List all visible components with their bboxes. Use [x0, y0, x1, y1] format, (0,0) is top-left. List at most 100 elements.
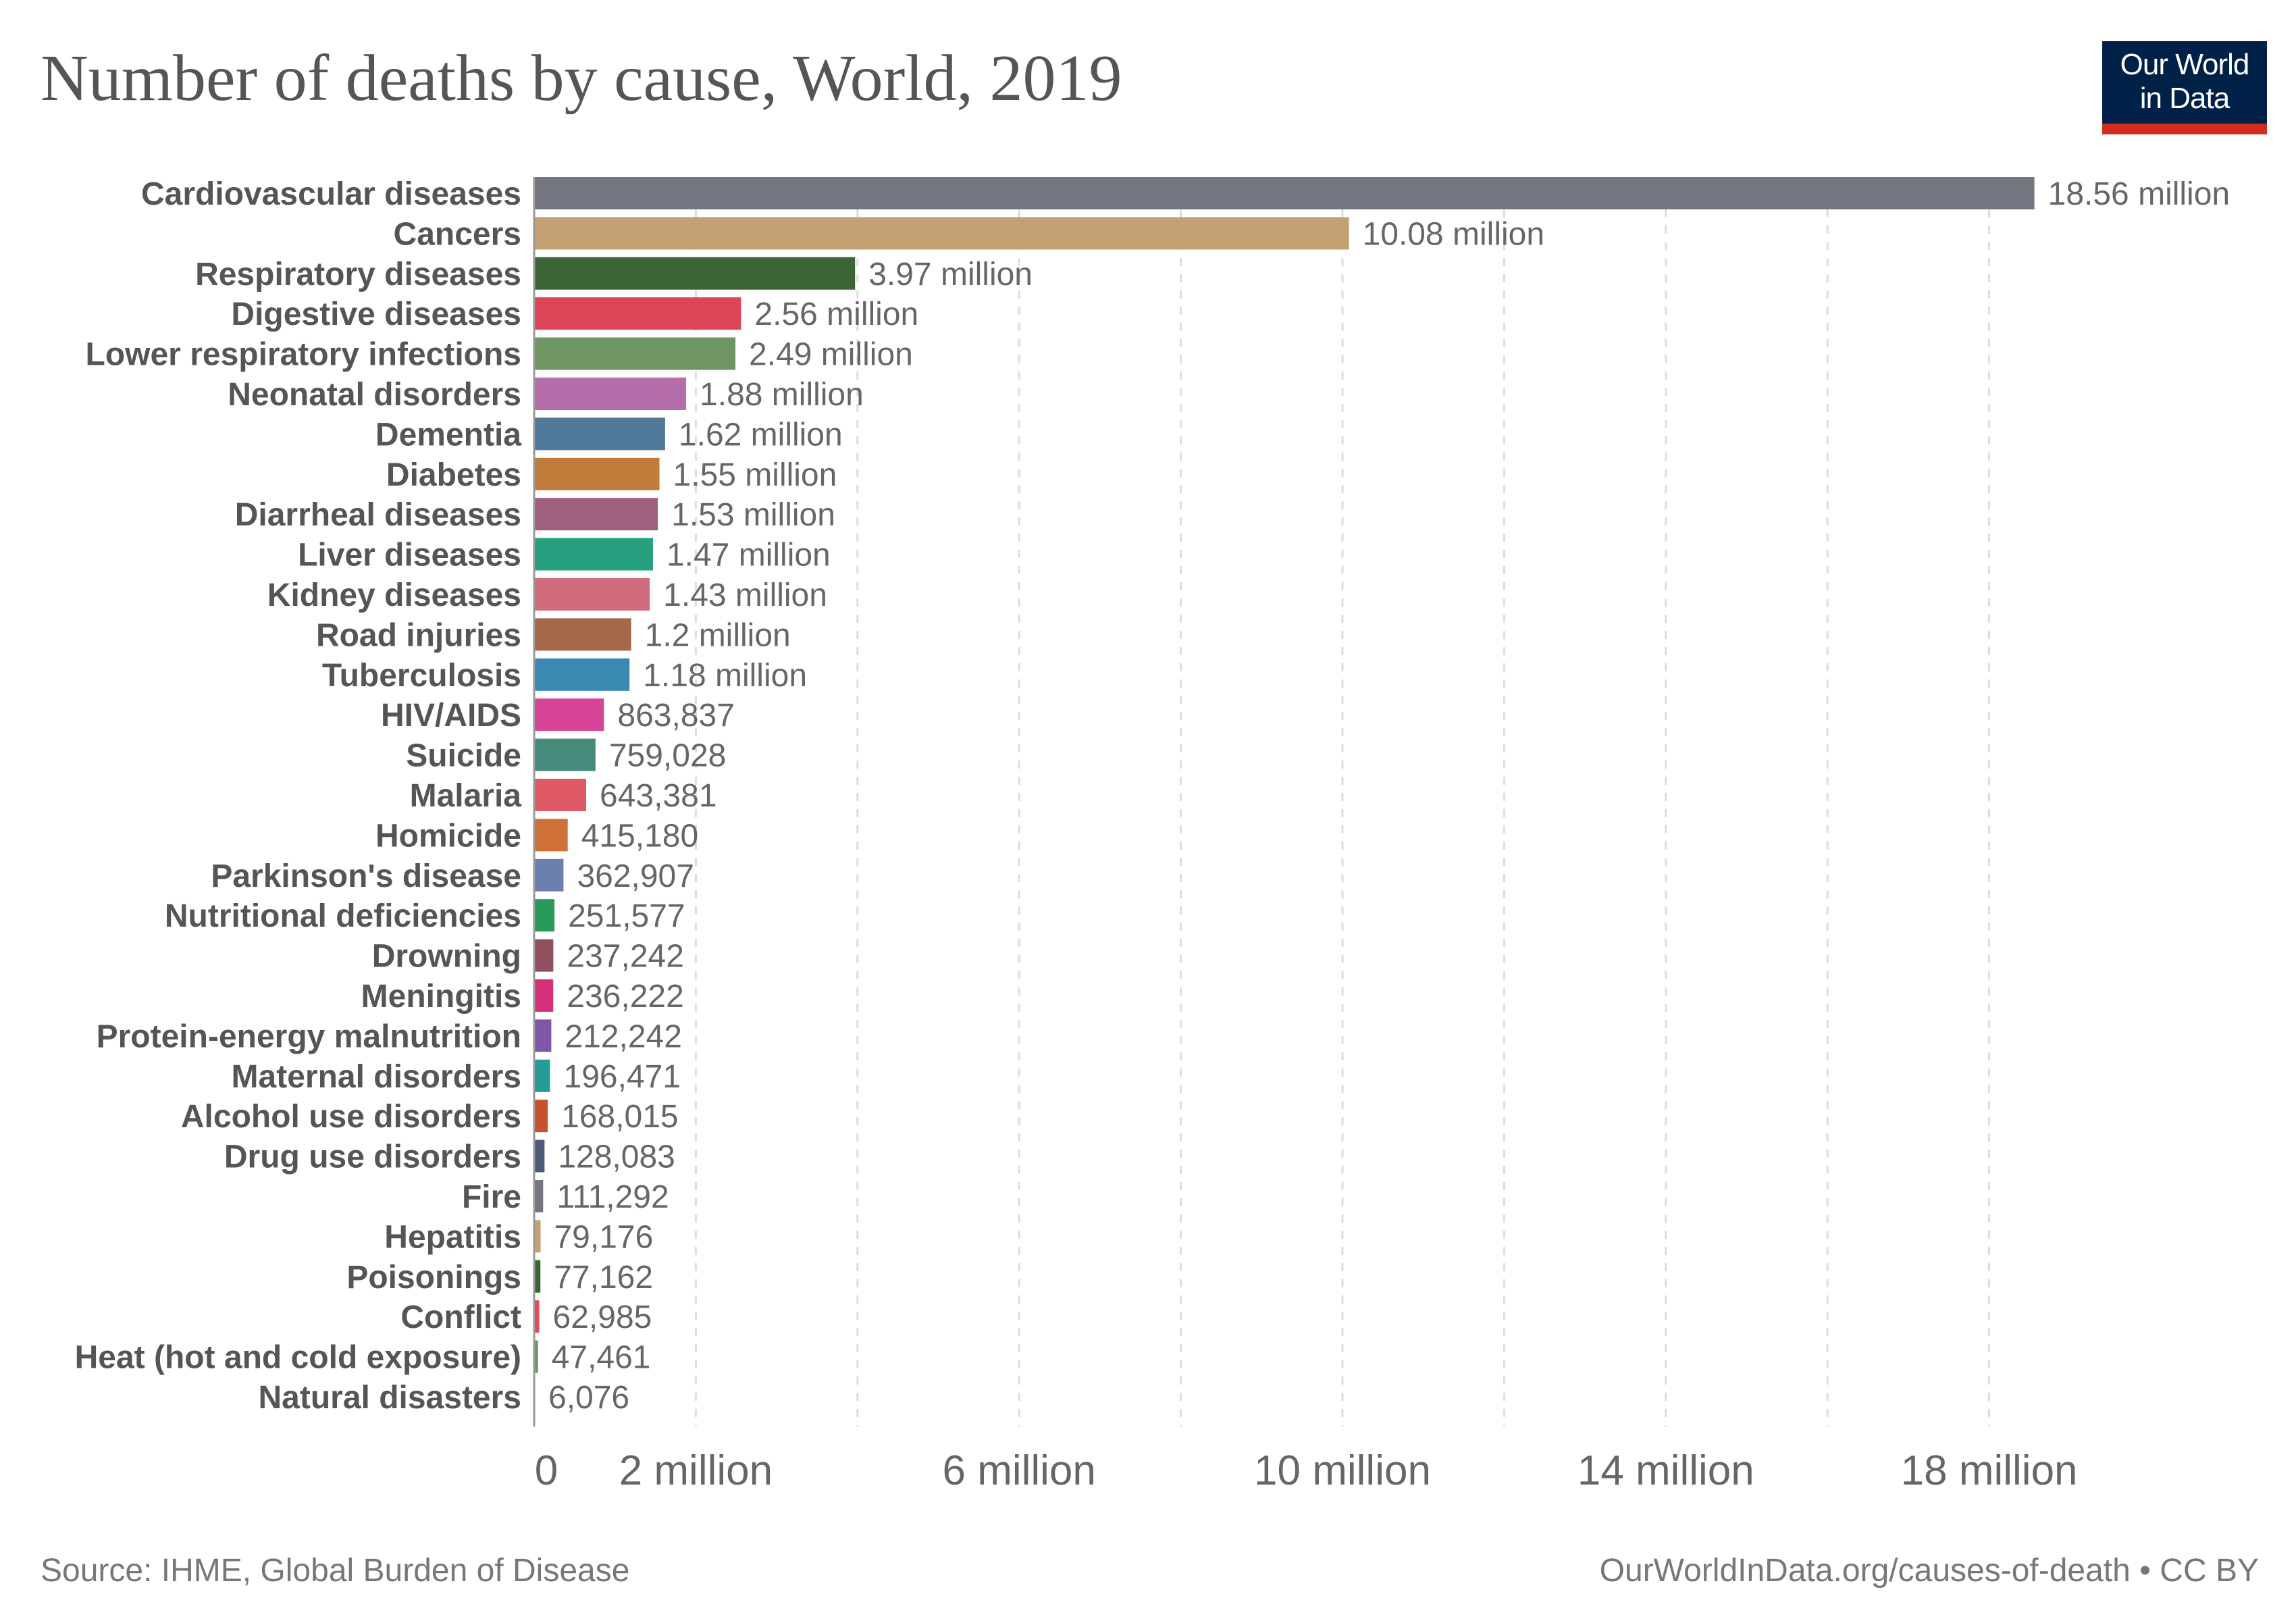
bar-liver-diseases: [534, 538, 653, 571]
bar-homicide: [534, 819, 568, 852]
logo-line-1: Our World: [2120, 48, 2250, 81]
logo-line-2: in Data: [2139, 82, 2230, 115]
value-label: 759,028: [609, 738, 727, 774]
value-label: 863,837: [617, 698, 735, 734]
category-label: Diabetes: [386, 457, 521, 493]
value-label: 212,242: [565, 1019, 682, 1054]
bar-tuberculosis: [534, 658, 630, 691]
category-label: Diarrheal diseases: [235, 497, 521, 533]
bar-digestive-diseases: [534, 297, 741, 330]
bar-respiratory-diseases: [534, 257, 856, 290]
category-label: Digestive diseases: [231, 297, 521, 332]
bar-meningitis: [534, 979, 554, 1012]
category-label: Road injuries: [316, 617, 521, 653]
value-label: 168,015: [561, 1099, 679, 1135]
value-label: 1.43 million: [663, 577, 827, 613]
logo-text: Our World in Data: [2102, 48, 2267, 115]
x-tick-label: 2 million: [619, 1447, 773, 1494]
bar-hepatitis: [534, 1220, 541, 1253]
bar-drowning: [534, 939, 554, 972]
x-tick-label: 18 million: [1901, 1447, 2078, 1494]
bar-heat-hot-and-cold-exposure-: [534, 1340, 538, 1373]
category-label: Cancers: [394, 216, 521, 252]
source-note: Source: IHME, Global Burden of Disease: [41, 1553, 630, 1589]
category-label: Heat (hot and cold exposure): [75, 1340, 521, 1376]
value-label: 2.49 million: [749, 337, 913, 373]
value-label: 1.53 million: [671, 497, 835, 533]
value-label: 1.2 million: [645, 617, 791, 653]
category-label: Drug use disorders: [224, 1139, 521, 1175]
category-label: Kidney diseases: [267, 577, 521, 613]
category-label: Nutritional deficiencies: [165, 898, 521, 934]
value-label: 362,907: [577, 858, 694, 894]
category-label: Protein-energy malnutrition: [97, 1019, 521, 1054]
category-label: Suicide: [406, 738, 521, 774]
value-label: 237,242: [567, 939, 684, 975]
bar-drug-use-disorders: [534, 1139, 545, 1173]
category-label: Liver diseases: [298, 538, 521, 573]
value-label: 1.47 million: [667, 538, 831, 573]
bar-protein-energy-malnutrition: [534, 1019, 552, 1052]
value-label: 1.62 million: [679, 417, 843, 453]
category-label: Malaria: [410, 778, 522, 814]
bar-conflict: [534, 1300, 540, 1333]
category-label: Alcohol use disorders: [181, 1099, 521, 1135]
value-label: 10.08 million: [1363, 216, 1544, 252]
category-label: Drowning: [372, 939, 521, 975]
category-label: Meningitis: [361, 979, 521, 1014]
value-label: 77,162: [554, 1260, 653, 1295]
bar-alcohol-use-disorders: [534, 1100, 548, 1133]
value-label: 251,577: [568, 898, 685, 934]
x-tick-label: 10 million: [1254, 1447, 1431, 1494]
license-link[interactable]: OurWorldInData.org/causes-of-death • CC …: [1599, 1553, 2259, 1589]
bar-poisonings: [534, 1260, 541, 1293]
bar-cancers: [534, 217, 1349, 250]
bar-nutritional-deficiencies: [534, 899, 555, 932]
value-label: 196,471: [564, 1059, 681, 1095]
bar-diarrheal-diseases: [534, 498, 658, 531]
x-tick-label: 6 million: [942, 1447, 1095, 1494]
category-label: Dementia: [375, 417, 521, 453]
bar-maternal-disorders: [534, 1059, 550, 1092]
value-label: 62,985: [553, 1300, 652, 1335]
value-label: 643,381: [600, 778, 717, 814]
bar-parkinson-s-disease: [534, 858, 564, 892]
bar-malaria: [534, 779, 587, 811]
category-label: Poisonings: [346, 1260, 521, 1295]
value-label: 3.97 million: [868, 257, 1033, 292]
value-label: 2.56 million: [754, 297, 918, 332]
category-label: Maternal disorders: [232, 1059, 521, 1095]
category-label: Lower respiratory infections: [86, 337, 522, 373]
x-tick-label: 0: [535, 1447, 558, 1494]
category-label: Natural disasters: [258, 1380, 521, 1416]
x-tick-label: 14 million: [1577, 1447, 1754, 1494]
category-label: HIV/AIDS: [381, 698, 521, 734]
category-label: Fire: [462, 1179, 521, 1215]
value-label: 18.56 million: [2048, 176, 2230, 212]
bar-neonatal-disorders: [534, 378, 687, 410]
category-label: Homicide: [375, 818, 521, 854]
value-label: 1.55 million: [673, 457, 837, 493]
value-label: 128,083: [558, 1139, 675, 1175]
logo-red-bar: [2102, 124, 2267, 134]
value-label: 47,461: [552, 1340, 651, 1376]
bar-lower-respiratory-infections: [534, 337, 736, 370]
owid-logo[interactable]: Our World in Data: [2102, 41, 2267, 134]
category-label: Cardiovascular diseases: [141, 176, 521, 212]
bar-cardiovascular-diseases: [534, 177, 2035, 209]
value-label: 1.18 million: [643, 658, 807, 694]
category-label: Hepatitis: [384, 1219, 521, 1255]
bar-kidney-diseases: [534, 578, 650, 611]
chart-title: Number of deaths by cause, World, 2019: [41, 42, 1122, 115]
bar-hiv-aids: [534, 698, 604, 731]
value-label: 79,176: [554, 1219, 653, 1255]
value-label: 1.88 million: [700, 377, 864, 413]
bar-road-injuries: [534, 618, 631, 651]
bar-fire: [534, 1180, 544, 1212]
bar-suicide: [534, 738, 596, 771]
category-label: Tuberculosis: [322, 658, 521, 694]
value-label: 111,292: [556, 1179, 669, 1215]
bar-diabetes: [534, 457, 660, 490]
category-label: Parkinson's disease: [211, 858, 521, 894]
